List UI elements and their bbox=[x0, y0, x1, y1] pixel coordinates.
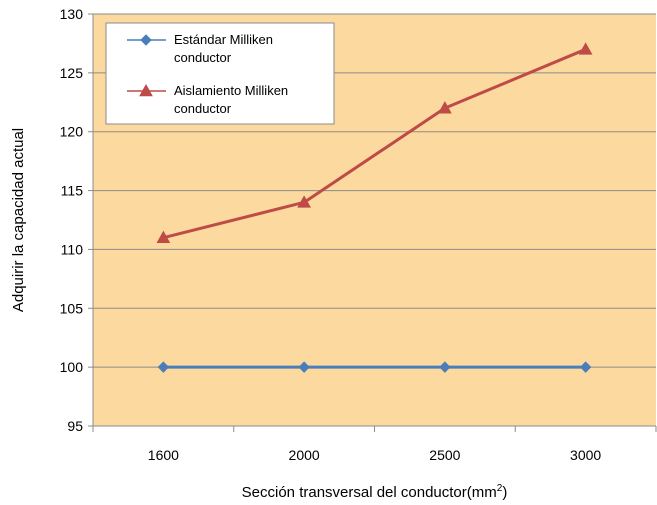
data-point-triangle bbox=[297, 195, 311, 208]
y-tick-label: 125 bbox=[60, 65, 84, 81]
legend-item: Aislamiento Milliken conductor bbox=[127, 83, 288, 116]
data-point-triangle bbox=[139, 83, 153, 97]
data-point-diamond bbox=[579, 361, 592, 373]
legend-label: Aislamiento Milliken bbox=[174, 83, 288, 98]
series-layer bbox=[156, 42, 593, 373]
y-tick-label: 95 bbox=[67, 418, 83, 434]
data-point-diamond bbox=[298, 361, 310, 373]
y-tick-label: 115 bbox=[61, 183, 84, 199]
y-tick-label: 120 bbox=[60, 124, 84, 140]
x-axis-title-superscript: 2 bbox=[497, 483, 503, 494]
data-point-triangle bbox=[438, 101, 452, 114]
y-tick-label: 100 bbox=[60, 359, 84, 375]
x-tick-label: 2500 bbox=[429, 447, 460, 463]
y-tick-label: 130 bbox=[60, 6, 84, 22]
x-axis-title: Sección transversal del conductor(mm2) bbox=[242, 483, 508, 501]
x-axis-title-end: ) bbox=[502, 484, 507, 501]
data-point-diamond bbox=[439, 361, 451, 373]
series-2 bbox=[156, 42, 593, 243]
legend-label: conductor bbox=[174, 50, 232, 65]
x-tick-label: 3000 bbox=[570, 447, 601, 463]
data-point-triangle bbox=[578, 42, 593, 55]
x-axis-title-main: Sección transversal del conductor(mm bbox=[242, 484, 497, 501]
legend-item: Estándar Milliken conductor bbox=[127, 32, 273, 65]
data-point-diamond bbox=[157, 361, 170, 373]
legend-label: Estándar Milliken bbox=[174, 32, 273, 47]
y-axis-title: Adquirir la capacidad actual bbox=[10, 128, 27, 312]
x-tick-label: 1600 bbox=[148, 447, 179, 463]
data-point-diamond bbox=[140, 34, 152, 46]
data-point-triangle bbox=[156, 230, 171, 243]
y-tick-label: 105 bbox=[60, 300, 84, 316]
y-tick-label: 110 bbox=[61, 241, 84, 257]
axes: 95 100 105 110 115 120 125 130 1600 2000 2500 3000 bbox=[60, 6, 657, 463]
x-tick-label: 2000 bbox=[289, 447, 320, 463]
series-line bbox=[163, 47, 587, 240]
series-1 bbox=[157, 361, 592, 373]
legend-label: conductor bbox=[174, 101, 232, 116]
